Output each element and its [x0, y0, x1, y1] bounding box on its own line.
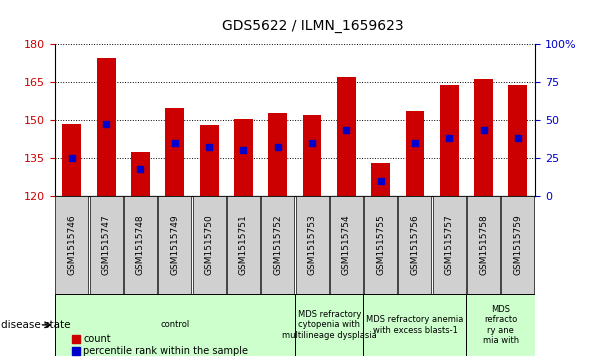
Text: disease state: disease state	[1, 320, 70, 330]
Text: MDS refractory
cytopenia with
multilineage dysplasia: MDS refractory cytopenia with multilinea…	[282, 310, 376, 340]
Bar	[440, 85, 458, 196]
Bar	[234, 118, 253, 196]
FancyBboxPatch shape	[364, 196, 397, 294]
Bar	[371, 163, 390, 196]
Bar	[199, 125, 218, 196]
Text: GDS5622 / ILMN_1659623: GDS5622 / ILMN_1659623	[222, 19, 404, 33]
Text: GSM1515754: GSM1515754	[342, 215, 351, 276]
FancyBboxPatch shape	[90, 196, 123, 294]
Text: control: control	[160, 321, 190, 329]
Bar	[268, 113, 287, 196]
Text: GSM1515748: GSM1515748	[136, 215, 145, 276]
Bar	[165, 108, 184, 196]
Text: MDS
refracto
ry ane
mia with: MDS refracto ry ane mia with	[483, 305, 519, 345]
Text: GSM1515750: GSM1515750	[205, 215, 213, 276]
FancyBboxPatch shape	[227, 196, 260, 294]
FancyBboxPatch shape	[295, 196, 328, 294]
FancyBboxPatch shape	[295, 294, 364, 356]
FancyBboxPatch shape	[398, 196, 432, 294]
Bar	[406, 111, 424, 196]
Bar	[508, 85, 527, 196]
FancyBboxPatch shape	[124, 196, 157, 294]
Text: GSM1515749: GSM1515749	[170, 215, 179, 276]
Bar	[131, 152, 150, 196]
FancyBboxPatch shape	[158, 196, 192, 294]
Text: GSM1515753: GSM1515753	[308, 215, 317, 276]
Text: GSM1515758: GSM1515758	[479, 215, 488, 276]
Bar	[97, 57, 116, 196]
Bar	[337, 77, 356, 196]
FancyBboxPatch shape	[193, 196, 226, 294]
Text: GSM1515747: GSM1515747	[102, 215, 111, 276]
FancyBboxPatch shape	[55, 294, 295, 356]
Bar	[303, 115, 322, 196]
Text: GSM1515756: GSM1515756	[410, 215, 420, 276]
Text: GSM1515752: GSM1515752	[273, 215, 282, 276]
FancyBboxPatch shape	[433, 196, 466, 294]
FancyBboxPatch shape	[364, 294, 466, 356]
Text: GSM1515759: GSM1515759	[513, 215, 522, 276]
Text: GSM1515755: GSM1515755	[376, 215, 385, 276]
FancyBboxPatch shape	[467, 196, 500, 294]
FancyBboxPatch shape	[55, 196, 88, 294]
Text: MDS refractory anemia
with excess blasts-1: MDS refractory anemia with excess blasts…	[366, 315, 464, 335]
FancyBboxPatch shape	[261, 196, 294, 294]
Bar	[474, 79, 493, 196]
Text: GSM1515757: GSM1515757	[445, 215, 454, 276]
Text: GSM1515751: GSM1515751	[239, 215, 248, 276]
Bar	[63, 123, 81, 196]
Text: GSM1515746: GSM1515746	[67, 215, 77, 276]
FancyBboxPatch shape	[502, 196, 534, 294]
FancyBboxPatch shape	[466, 294, 535, 356]
Legend: count, percentile rank within the sample: count, percentile rank within the sample	[72, 334, 249, 356]
FancyBboxPatch shape	[330, 196, 363, 294]
